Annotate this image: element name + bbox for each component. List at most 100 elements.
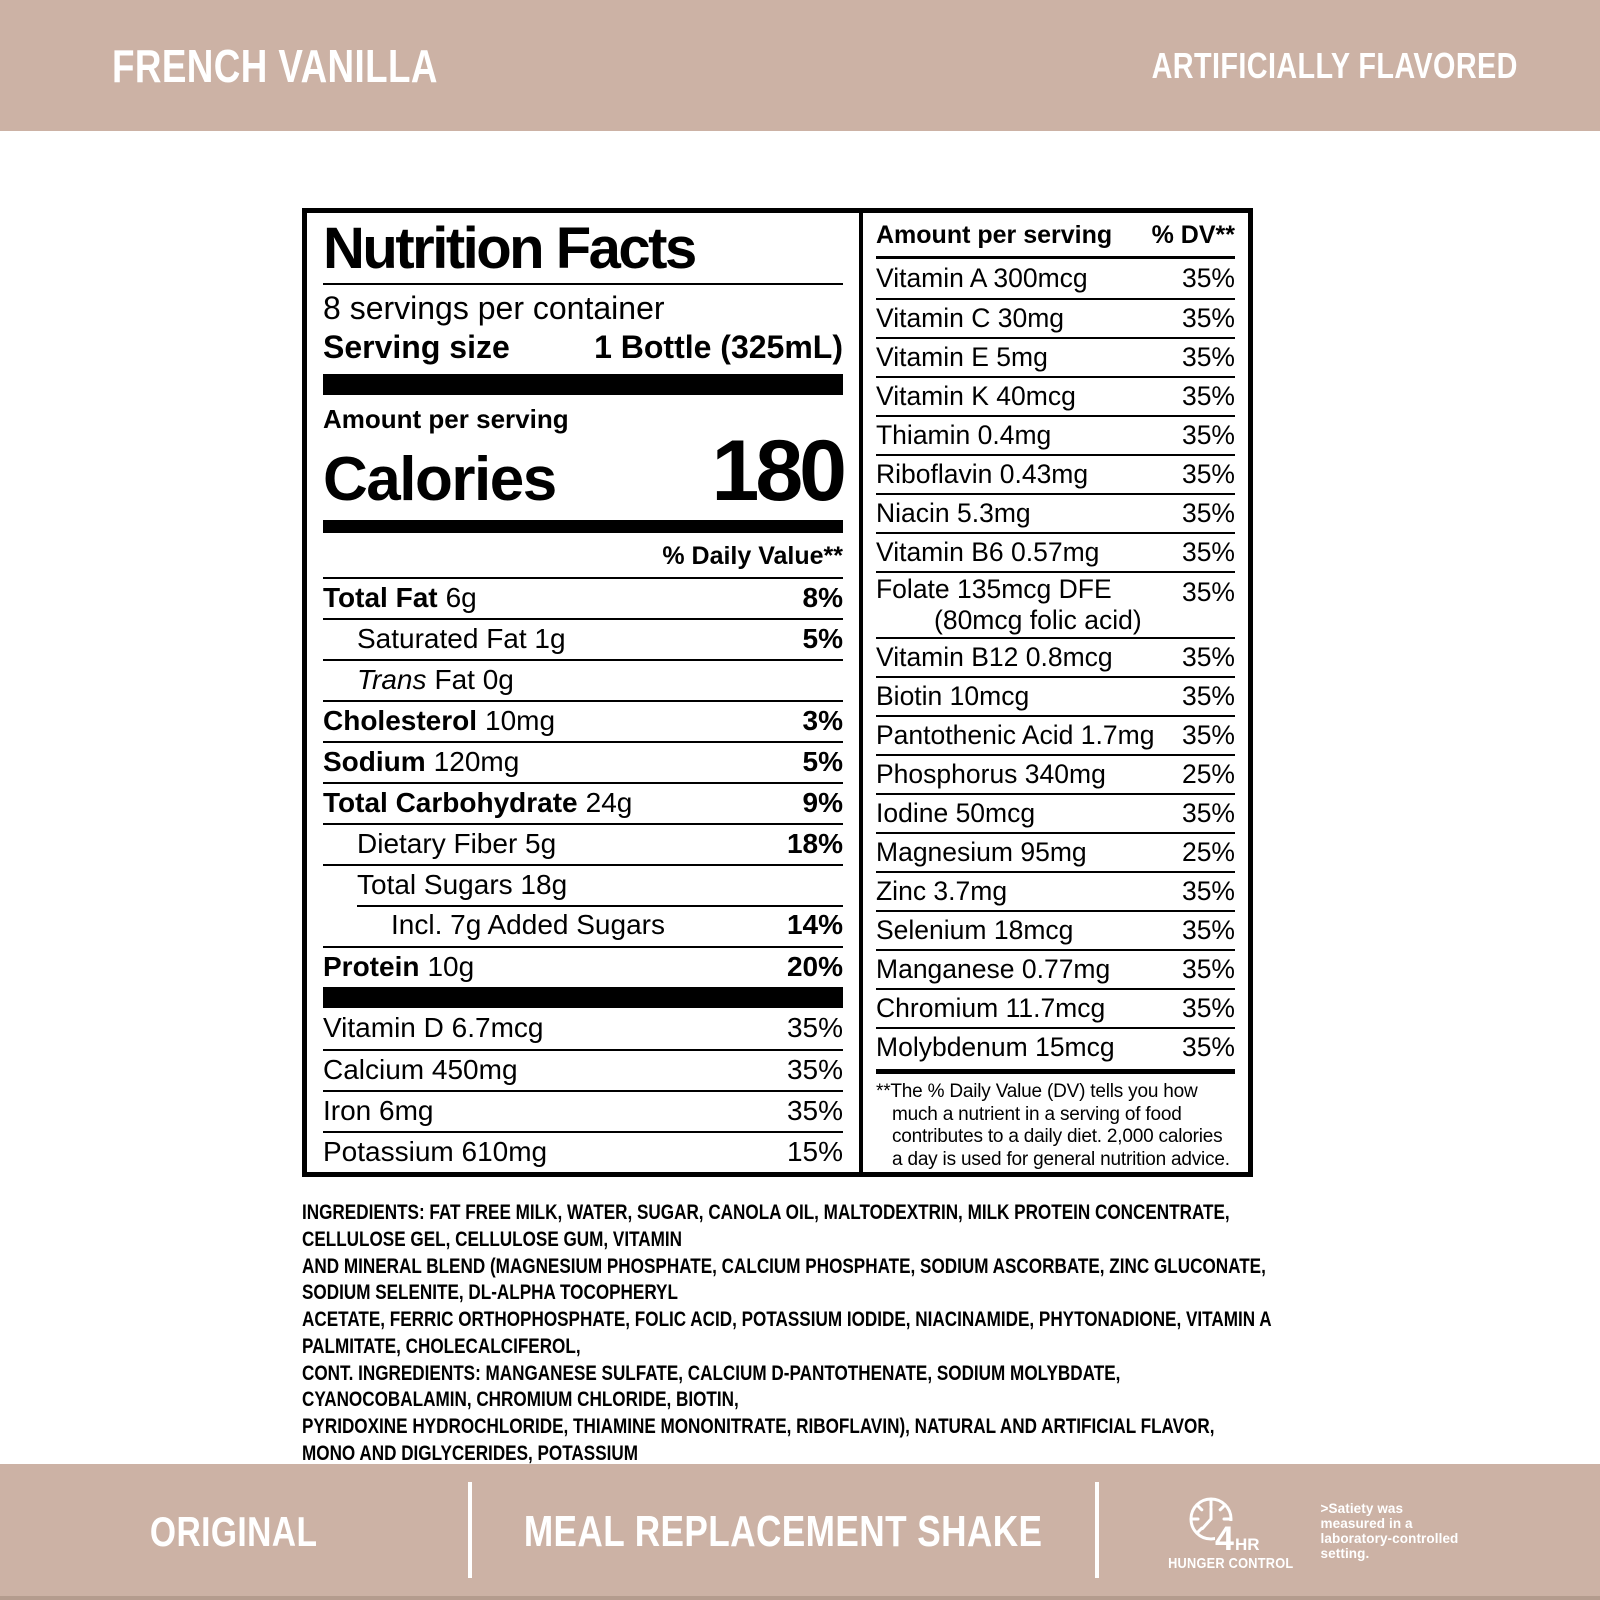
nutrient-row: Magnesium 95mg 25% — [876, 831, 1235, 871]
nutrient-row: Chromium 11.7mcg 35% — [876, 987, 1235, 1027]
nutrient-label: Iron 6mg — [323, 1095, 434, 1127]
nutrient-label: Niacin 5.3mg — [876, 497, 1031, 528]
calories-row: Calories 180 — [323, 423, 847, 520]
calories-value: 180 — [711, 423, 847, 520]
top-banner: FRENCH VANILLA ARTIFICIALLY FLAVORED — [0, 0, 1600, 131]
flavor-name: FRENCH VANILLA — [112, 39, 438, 92]
nutrient-label: Vitamin E 5mg — [876, 341, 1048, 372]
nutrient-row: Saturated Fat 1g 5% — [323, 617, 843, 659]
nutrient-row: Vitamin D 6.7mcg 35% — [323, 1008, 843, 1049]
hunger-control-cell: 4 HR HUNGER CONTROL >Satiety was measure… — [1099, 1464, 1600, 1600]
nutrient-label: Manganese 0.77mg — [876, 953, 1111, 984]
nutrient-row: Pantothenic Acid 1.7mg 35% — [876, 714, 1235, 754]
nutrient-label: Biotin 10mcg — [876, 680, 1030, 711]
nutrient-label: Selenium 18mcg — [876, 914, 1074, 945]
nutrient-daily-value: 35% — [1181, 719, 1235, 750]
nutrient-daily-value: 35% — [1181, 953, 1235, 984]
nutrient-daily-value: 35% — [1181, 680, 1235, 711]
nutrient-daily-value: 35% — [1181, 797, 1235, 828]
nutrient-row: Total Sugars 18g — [323, 863, 843, 905]
nutrient-daily-value: 3% — [802, 705, 843, 737]
clock-icon: 4 HR — [1189, 1497, 1283, 1554]
artificially-flavored-label: ARTIFICIALLY FLAVORED — [1151, 44, 1518, 86]
nutrient-row: Protein 10g 20% — [323, 945, 843, 987]
nutrient-row: Vitamin B6 0.57mg 35% — [876, 531, 1235, 571]
nutrient-row: Vitamin E 5mg 35% — [876, 336, 1235, 376]
nutrient-label: Potassium 610mg — [323, 1136, 548, 1168]
nutrient-label: Molybdenum 15mcg — [876, 1031, 1115, 1062]
nutrition-facts-panel: Nutrition Facts 8 servings per container… — [302, 208, 1253, 1177]
nutrient-row: Manganese 0.77mg 35% — [876, 948, 1235, 988]
right-column-header: Amount per serving % DV** — [876, 219, 1235, 256]
nutrient-label: Riboflavin 0.43mg — [876, 458, 1089, 489]
nutrient-daily-value: 20% — [786, 951, 843, 983]
nutrient-label: Vitamin D 6.7mcg — [323, 1012, 544, 1044]
nutrient-label: Phosphorus 340mg — [876, 758, 1106, 789]
nutrient-label: Vitamin C 30mg — [876, 302, 1065, 333]
nutrient-label: Vitamin B12 0.8mcg — [876, 641, 1113, 672]
nutrient-label: Magnesium 95mg — [876, 836, 1087, 867]
nutrient-label: Dietary Fiber 5g — [357, 828, 557, 860]
nutrient-row: Zinc 3.7mg 35% — [876, 870, 1235, 910]
satiety-note: >Satiety was measured in a laboratory-co… — [1320, 1501, 1459, 1561]
nutrient-daily-value: 35% — [1181, 262, 1235, 293]
divider-bar — [876, 1068, 1235, 1074]
nutrient-daily-value: 25% — [1181, 836, 1235, 867]
clock-unit-text: HR — [1235, 1535, 1260, 1554]
nutrient-daily-value: 35% — [1181, 1031, 1235, 1062]
nutrient-row: Vitamin B12 0.8mcg 35% — [876, 636, 1235, 676]
nutrient-daily-value: 35% — [1181, 875, 1235, 906]
nutrient-row: Iodine 50mcg 35% — [876, 792, 1235, 832]
nutrient-row: Vitamin K 40mcg 35% — [876, 375, 1235, 415]
hunger-control-label: HUNGER CONTROL — [1168, 1555, 1294, 1572]
percent-dv-label: % DV** — [1151, 221, 1235, 249]
nutrient-label: Iodine 50mcg — [876, 797, 1036, 828]
nutrient-label: Total Fat 6g — [323, 582, 477, 614]
nutrient-row: Phosphorus 340mg 25% — [876, 753, 1235, 793]
nutrient-daily-value: 35% — [1181, 914, 1235, 945]
amount-per-serving-label: Amount per serving — [323, 404, 569, 435]
original-cell: ORIGINAL — [0, 1464, 468, 1600]
nutrient-label: Thiamin 0.4mg — [876, 419, 1052, 450]
nutrient-daily-value: 8% — [802, 582, 843, 614]
nutrient-row: Biotin 10mcg 35% — [876, 675, 1235, 715]
nutrient-row: Total Carbohydrate 24g 9% — [323, 781, 843, 823]
divider-bar — [323, 520, 843, 533]
nutrient-daily-value: 35% — [1181, 302, 1235, 333]
clock-hours-text: 4 — [1215, 1520, 1234, 1554]
nutrient-label: Chromium 11.7mcg — [876, 992, 1106, 1023]
nutrient-label: Vitamin A 300mcg — [876, 262, 1088, 293]
nutrient-row: Selenium 18mcg 35% — [876, 909, 1235, 949]
serving-size-row: Serving size 1 Bottle (325mL) — [323, 327, 843, 367]
hunger-control-block: 4 HR HUNGER CONTROL — [1157, 1492, 1305, 1572]
divider-bar — [323, 374, 843, 396]
nutrient-row: Potassium 610mg 15% — [323, 1130, 843, 1172]
nutrient-daily-value: 35% — [786, 1054, 843, 1086]
nutrient-daily-value: 25% — [1181, 758, 1235, 789]
daily-value-header: % Daily Value** — [662, 541, 843, 570]
serving-size-value: 1 Bottle (325mL) — [594, 329, 843, 366]
nutrient-label: Trans Fat 0g — [357, 664, 514, 696]
nutrient-row: Dietary Fiber 5g 18% — [323, 822, 843, 864]
nutrient-daily-value: 35% — [1181, 992, 1235, 1023]
nutrient-row: Total Fat 6g 8% — [323, 576, 843, 618]
nutrient-row: Vitamin A 300mcg 35% — [876, 259, 1235, 298]
nutrient-label: Folate 135mcg DFE (80mcg folic acid) — [876, 573, 1142, 635]
nutrient-daily-value: 35% — [1181, 497, 1235, 528]
amount-per-serving-label: Amount per serving — [876, 221, 1113, 249]
product-type-label: MEAL REPLACEMENT SHAKE — [524, 1507, 1043, 1556]
daily-value-footnote: **The % Daily Value (DV) tells you how m… — [876, 1080, 1230, 1171]
vertical-divider — [468, 1482, 472, 1578]
nutrient-label: Total Carbohydrate 24g — [323, 787, 633, 819]
nutrient-row: Trans Fat 0g — [323, 658, 843, 700]
nutrient-daily-value: 35% — [1181, 341, 1235, 372]
nutrient-daily-value: 35% — [1181, 576, 1235, 607]
nutrient-daily-value: 9% — [802, 787, 843, 819]
nutrient-row: Riboflavin 0.43mg 35% — [876, 453, 1235, 493]
divider-rule — [323, 283, 843, 285]
nutrition-facts-right-column: Amount per serving % DV** Vitamin A 300m… — [863, 213, 1248, 1172]
servings-per-container: 8 servings per container — [323, 289, 665, 326]
nutrient-label: Protein 10g — [323, 951, 475, 983]
nutrient-row: Molybdenum 15mcg 35% — [876, 1026, 1235, 1066]
